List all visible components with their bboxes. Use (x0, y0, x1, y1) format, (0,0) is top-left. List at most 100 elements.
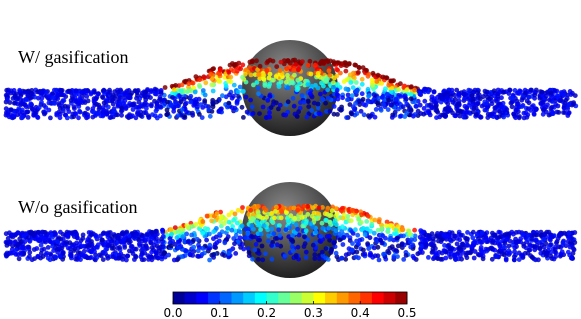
particle (320, 96, 325, 101)
particle (336, 60, 341, 65)
particle (476, 236, 481, 241)
particle (66, 233, 71, 238)
colorbar-segment (196, 292, 208, 304)
particle (26, 235, 31, 240)
particle (328, 109, 333, 114)
particle (95, 255, 100, 260)
particle (279, 208, 284, 213)
particle (222, 253, 227, 258)
particle (422, 87, 427, 92)
particle (372, 218, 377, 223)
particle (241, 89, 246, 94)
particle (204, 238, 209, 243)
particle (412, 88, 417, 93)
colorbar-segment (337, 292, 349, 304)
particle (137, 105, 142, 110)
particle (344, 115, 349, 120)
tick-label: 0.2 (257, 306, 276, 319)
particle (158, 97, 163, 102)
particle (484, 247, 489, 252)
particle (177, 230, 182, 235)
particle (244, 95, 249, 100)
particle (150, 257, 155, 262)
particle (54, 113, 59, 118)
particle (396, 107, 401, 112)
particle (60, 92, 65, 97)
particle (129, 244, 134, 249)
particle (236, 90, 241, 95)
particle (519, 253, 524, 258)
particle (404, 253, 409, 258)
particle (488, 112, 493, 117)
particle (563, 98, 568, 103)
particle (316, 71, 321, 76)
particle (149, 88, 154, 93)
particle (257, 111, 262, 116)
particle (441, 113, 446, 118)
particle (256, 72, 261, 77)
particle (418, 90, 423, 95)
particle (110, 244, 115, 249)
particle (572, 240, 577, 245)
particle (76, 250, 81, 255)
particle (256, 91, 261, 96)
particle (312, 101, 317, 106)
particle (135, 89, 140, 94)
particle (135, 111, 140, 116)
particle (485, 105, 490, 110)
particle (323, 218, 328, 223)
particle (404, 88, 409, 93)
particle (242, 235, 247, 240)
particle (366, 74, 371, 79)
particle (57, 245, 62, 250)
particle (331, 85, 336, 90)
particle (505, 232, 510, 237)
particle (544, 241, 549, 246)
particle (142, 93, 147, 98)
particle (522, 111, 527, 116)
particle (110, 95, 115, 100)
particle (117, 245, 122, 250)
particle (18, 250, 23, 255)
particle (134, 96, 139, 101)
particle (197, 84, 202, 89)
particle (485, 90, 490, 95)
particle (304, 250, 309, 255)
particle (451, 237, 456, 242)
particle (201, 88, 206, 93)
particle (57, 88, 62, 93)
particle (296, 78, 301, 83)
particle (248, 60, 253, 65)
particle (332, 61, 337, 66)
particle (532, 233, 537, 238)
particle (211, 255, 216, 260)
particle (441, 96, 446, 101)
particle (466, 88, 471, 93)
particle (424, 243, 429, 248)
particle (20, 108, 25, 113)
particle (366, 214, 371, 219)
particle (409, 237, 414, 242)
particle (472, 240, 477, 245)
particle (196, 248, 201, 253)
particle (235, 99, 240, 104)
particle (219, 215, 224, 220)
particle (306, 63, 311, 68)
particle (354, 255, 359, 260)
particle (374, 107, 379, 112)
particle (376, 245, 381, 250)
particle (449, 246, 454, 251)
particle (401, 257, 406, 262)
particle (51, 95, 56, 100)
particle (372, 231, 377, 236)
particle (450, 110, 455, 115)
particle (380, 233, 385, 238)
particle (392, 255, 397, 260)
particle (263, 83, 268, 88)
particle (542, 232, 547, 237)
particle (161, 251, 166, 256)
particle (69, 98, 74, 103)
particle (260, 257, 265, 262)
particle (413, 112, 418, 117)
particle (445, 105, 450, 110)
